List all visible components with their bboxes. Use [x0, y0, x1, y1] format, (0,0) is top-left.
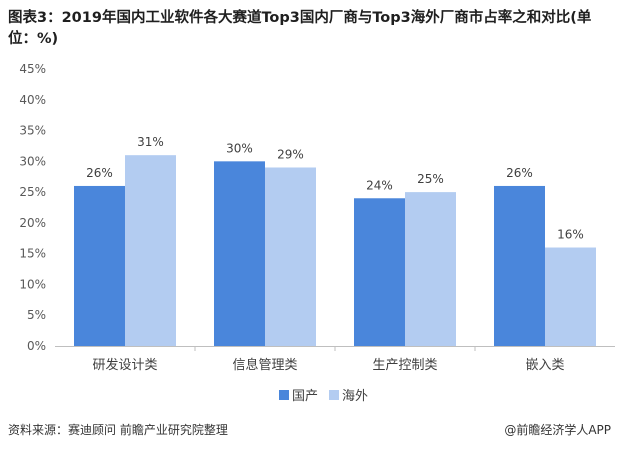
- legend-swatch: [279, 390, 289, 400]
- legend-label: 国产: [292, 389, 318, 404]
- chart-title: 图表3：2019年国内工业软件各大赛道Top3国内厂商与Top3海外厂商市占率之…: [8, 10, 592, 47]
- y-tick-label: 30%: [19, 154, 46, 168]
- bar-domestic: [74, 185, 125, 346]
- legend: 国产 海外: [279, 389, 368, 404]
- bar-overseas: [125, 155, 176, 346]
- data-label: 24%: [366, 178, 393, 192]
- y-tick-label: 20%: [19, 216, 46, 230]
- bars: [74, 155, 596, 346]
- bar-overseas: [545, 247, 596, 346]
- brand-credit: @前瞻经济学人APP: [504, 423, 611, 437]
- y-tick-label: 10%: [19, 277, 46, 291]
- bar-overseas: [265, 167, 316, 346]
- data-label: 16%: [557, 228, 584, 242]
- y-tick-label: 35%: [19, 124, 46, 138]
- legend-label: 海外: [342, 389, 368, 404]
- x-tick-label: 信息管理类: [232, 357, 297, 373]
- y-tick-label: 25%: [19, 185, 46, 199]
- x-tick-label: 研发设计类: [92, 357, 157, 373]
- data-label: 29%: [277, 147, 304, 161]
- y-tick-label: 45%: [19, 62, 46, 76]
- y-axis: 0% 5% 10% 15% 20% 25% 30% 35% 40% 45%: [19, 62, 46, 353]
- footer: 资料来源：赛迪顾问 前瞻产业研究院整理 @前瞻经济学人APP: [8, 418, 611, 442]
- bar-overseas: [405, 192, 456, 346]
- y-tick-label: 0%: [27, 339, 46, 353]
- x-tick-label: 嵌入类: [525, 358, 564, 373]
- data-label: 31%: [137, 135, 164, 149]
- bar-domestic: [354, 198, 405, 346]
- data-labels: 26% 31% 30% 29% 24% 25% 26% 16%: [86, 135, 584, 241]
- x-axis: 研发设计类 信息管理类 生产控制类 嵌入类: [55, 346, 615, 373]
- data-label: 26%: [86, 166, 113, 180]
- data-label: 30%: [226, 141, 253, 155]
- legend-swatch: [329, 390, 339, 400]
- y-tick-label: 15%: [19, 247, 46, 261]
- bar-domestic: [494, 185, 545, 346]
- y-tick-label: 40%: [19, 93, 46, 107]
- bar-domestic: [214, 161, 265, 346]
- y-tick-label: 5%: [27, 308, 46, 322]
- data-label: 25%: [417, 172, 444, 186]
- x-tick-label: 生产控制类: [372, 358, 437, 373]
- source-note: 资料来源：赛迪顾问 前瞻产业研究院整理: [8, 423, 228, 437]
- data-label: 26%: [506, 166, 533, 180]
